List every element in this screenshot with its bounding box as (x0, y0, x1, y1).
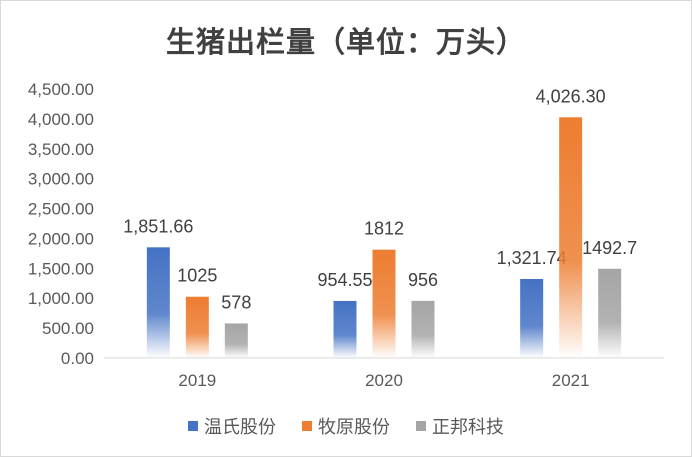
bar (372, 249, 396, 358)
bar (333, 300, 357, 358)
y-tick-label: 2,000.00 (28, 229, 94, 248)
y-tick-label: 500.00 (42, 319, 94, 338)
y-tick-label: 0.00 (61, 349, 94, 368)
bar (559, 117, 583, 358)
chart-title: 生猪出栏量（单位：万头） (165, 25, 526, 59)
bar (598, 268, 622, 358)
bar (146, 247, 170, 358)
y-tick-label: 4,500.00 (28, 80, 94, 99)
x-tick-label: 2020 (365, 371, 403, 390)
legend-swatch (188, 421, 198, 431)
legend-swatch (302, 421, 312, 431)
data-label: 1,851.66 (123, 216, 193, 236)
data-label: 1812 (364, 219, 404, 239)
bar (185, 296, 209, 358)
y-tick-label: 3,500.00 (28, 140, 94, 159)
y-tick-label: 1,500.00 (28, 259, 94, 278)
bar (520, 278, 544, 358)
legend-label: 牧原股份 (318, 417, 390, 438)
data-label: 954.55 (317, 270, 372, 290)
x-tick-label: 2019 (178, 371, 216, 390)
data-label: 1492.7 (582, 238, 637, 258)
legend-swatch (416, 421, 426, 431)
y-tick-label: 2,500.00 (28, 200, 94, 219)
legend-item: 牧原股份 (302, 413, 390, 439)
bar (224, 323, 248, 358)
legend-item: 正邦科技 (416, 413, 504, 439)
y-tick-label: 3,000.00 (28, 170, 94, 189)
data-label: 956 (408, 270, 438, 290)
data-label: 1025 (177, 266, 217, 286)
y-tick-label: 1,000.00 (28, 289, 94, 308)
legend-label: 正邦科技 (432, 417, 504, 438)
data-label: 1,321.74 (497, 248, 567, 268)
legend-item: 温氏股份 (188, 413, 276, 439)
bar (411, 300, 435, 358)
chart-legend: 温氏股份 牧原股份 正邦科技 (1, 413, 691, 439)
legend-label: 温氏股份 (204, 417, 276, 438)
x-tick-label: 2021 (552, 371, 590, 390)
data-label: 4,026.30 (536, 86, 606, 106)
data-label: 578 (221, 292, 251, 312)
y-tick-label: 4,000.00 (28, 110, 94, 129)
